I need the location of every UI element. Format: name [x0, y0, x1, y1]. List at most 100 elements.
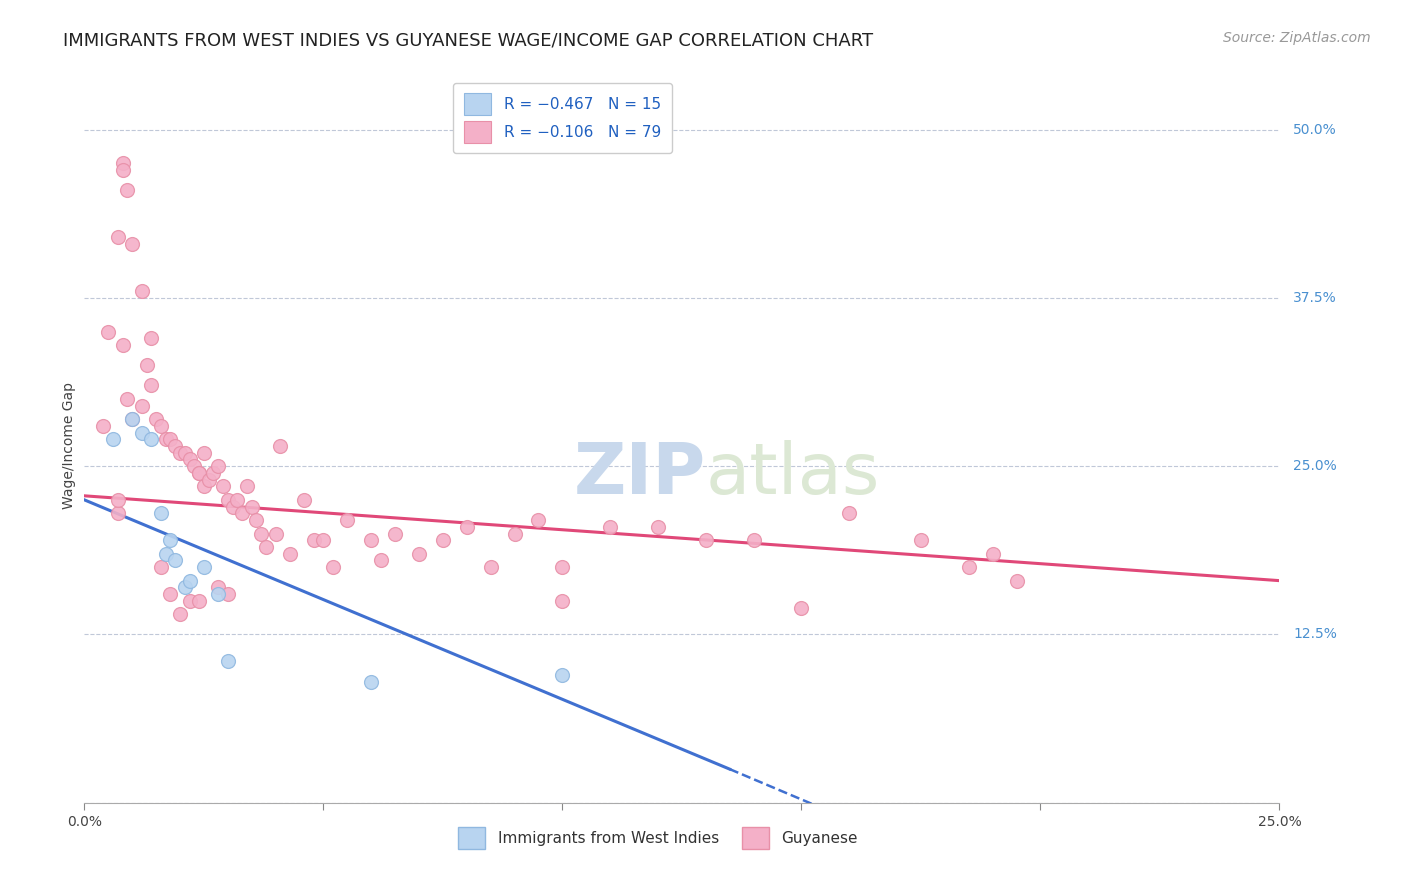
- Point: [742, 533, 765, 548]
- Point: [145, 412, 167, 426]
- Text: Source: ZipAtlas.com: Source: ZipAtlas.com: [1223, 31, 1371, 45]
- Point: [141, 432, 163, 446]
- Point: [169, 607, 191, 622]
- Point: [173, 446, 195, 460]
- Point: [551, 594, 574, 608]
- Point: [117, 183, 139, 197]
- Point: [302, 533, 325, 548]
- Y-axis label: Wage/Income Gap: Wage/Income Gap: [62, 383, 76, 509]
- Point: [217, 587, 239, 601]
- Point: [360, 674, 382, 689]
- Point: [107, 230, 129, 244]
- Point: [226, 492, 249, 507]
- Point: [336, 513, 359, 527]
- Point: [647, 520, 669, 534]
- Point: [155, 432, 177, 446]
- Point: [117, 392, 139, 406]
- Point: [149, 506, 172, 520]
- Point: [111, 338, 134, 352]
- Point: [207, 459, 229, 474]
- Point: [432, 533, 454, 548]
- Point: [159, 533, 181, 548]
- Point: [111, 156, 134, 170]
- Point: [312, 533, 335, 548]
- Point: [101, 432, 124, 446]
- Point: [240, 500, 263, 514]
- Point: [236, 479, 259, 493]
- Point: [322, 560, 344, 574]
- Point: [121, 412, 143, 426]
- Point: [231, 506, 253, 520]
- Text: atlas: atlas: [706, 440, 880, 509]
- Point: [957, 560, 980, 574]
- Point: [188, 594, 211, 608]
- Point: [250, 526, 273, 541]
- Point: [278, 547, 301, 561]
- Point: [551, 560, 574, 574]
- Point: [217, 655, 239, 669]
- Point: [121, 237, 143, 252]
- Point: [131, 399, 153, 413]
- Point: [212, 479, 235, 493]
- Point: [121, 412, 143, 426]
- Point: [141, 378, 163, 392]
- Point: [97, 325, 120, 339]
- Point: [790, 600, 813, 615]
- Point: [456, 520, 478, 534]
- Point: [193, 560, 215, 574]
- Point: [838, 506, 860, 520]
- Text: 25.0%: 25.0%: [1294, 459, 1337, 473]
- Point: [408, 547, 430, 561]
- Text: ZIP: ZIP: [574, 440, 706, 509]
- Point: [179, 452, 201, 467]
- Point: [292, 492, 315, 507]
- Point: [202, 466, 225, 480]
- Point: [370, 553, 392, 567]
- Point: [193, 479, 215, 493]
- Point: [207, 580, 229, 594]
- Point: [503, 526, 526, 541]
- Point: [131, 284, 153, 298]
- Text: 37.5%: 37.5%: [1294, 291, 1337, 305]
- Point: [264, 526, 287, 541]
- Point: [188, 466, 211, 480]
- Point: [149, 560, 172, 574]
- Point: [269, 439, 291, 453]
- Point: [221, 500, 243, 514]
- Point: [188, 466, 211, 480]
- Point: [141, 331, 163, 345]
- Point: [245, 513, 267, 527]
- Point: [479, 560, 502, 574]
- Point: [107, 492, 129, 507]
- Point: [207, 587, 229, 601]
- Point: [155, 547, 177, 561]
- Point: [173, 580, 195, 594]
- Point: [1005, 574, 1028, 588]
- Point: [149, 418, 172, 433]
- Point: [384, 526, 406, 541]
- Point: [165, 553, 187, 567]
- Point: [93, 418, 115, 433]
- Point: [599, 520, 621, 534]
- Point: [360, 533, 382, 548]
- Point: [527, 513, 550, 527]
- Point: [179, 574, 201, 588]
- Point: [135, 358, 157, 372]
- Point: [159, 432, 181, 446]
- Point: [183, 459, 205, 474]
- Point: [254, 540, 277, 554]
- Point: [695, 533, 717, 548]
- Point: [179, 594, 201, 608]
- Text: IMMIGRANTS FROM WEST INDIES VS GUYANESE WAGE/INCOME GAP CORRELATION CHART: IMMIGRANTS FROM WEST INDIES VS GUYANESE …: [63, 31, 873, 49]
- Point: [981, 547, 1004, 561]
- Point: [165, 439, 187, 453]
- Text: 50.0%: 50.0%: [1294, 122, 1337, 136]
- Text: 12.5%: 12.5%: [1294, 627, 1337, 641]
- Legend: Immigrants from West Indies, Guyanese: Immigrants from West Indies, Guyanese: [447, 816, 869, 859]
- Point: [111, 163, 134, 178]
- Point: [910, 533, 932, 548]
- Point: [551, 668, 574, 682]
- Point: [107, 506, 129, 520]
- Point: [193, 446, 215, 460]
- Point: [169, 446, 191, 460]
